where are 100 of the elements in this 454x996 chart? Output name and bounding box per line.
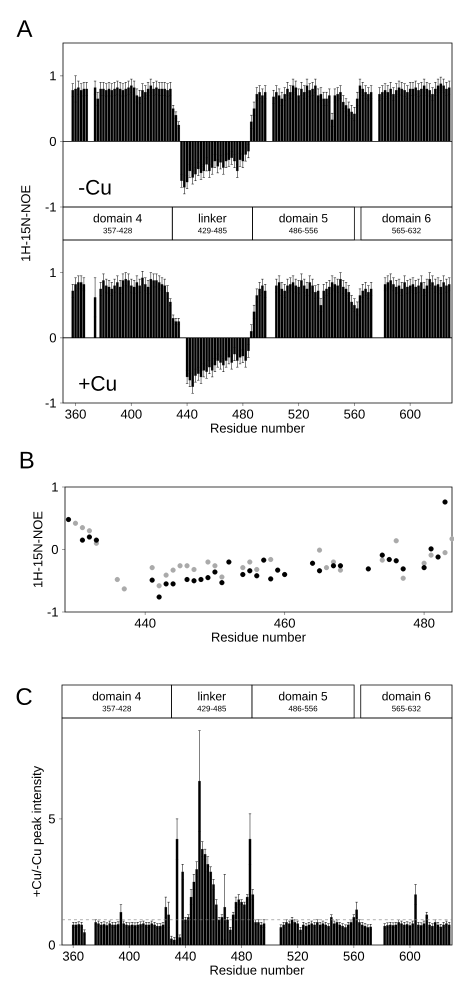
point xyxy=(428,546,434,552)
bar xyxy=(288,923,290,946)
bar xyxy=(130,924,134,946)
text: linker xyxy=(198,214,226,222)
bar xyxy=(148,924,150,946)
bar xyxy=(406,924,408,946)
point xyxy=(184,576,190,582)
x-tick-label: 460 xyxy=(274,618,295,628)
point xyxy=(316,568,322,574)
x-tick-label: 480 xyxy=(232,410,254,419)
x-tick-label: 600 xyxy=(400,410,420,419)
point xyxy=(66,516,72,522)
x-tick-label: 480 xyxy=(414,618,434,628)
point xyxy=(156,583,162,588)
point xyxy=(150,578,155,583)
point xyxy=(268,556,274,562)
bar xyxy=(386,925,389,946)
x-tick-label: 480 xyxy=(231,952,252,961)
y-axis-title: 1H-15N-NOE xyxy=(33,512,42,588)
bar xyxy=(313,924,316,946)
bar xyxy=(341,926,344,946)
bar xyxy=(153,924,156,946)
bar xyxy=(285,922,288,946)
x-tick-label: 560 xyxy=(344,410,365,419)
y-axis-title: 1H-15N-NOE xyxy=(21,185,30,261)
bar xyxy=(442,924,445,946)
point xyxy=(400,576,406,581)
point xyxy=(170,568,176,573)
point xyxy=(240,572,246,578)
point xyxy=(122,586,127,592)
x-axis-title: Residue number xyxy=(211,423,305,433)
point xyxy=(212,569,218,575)
bar xyxy=(346,924,350,946)
bar xyxy=(394,924,398,946)
bar xyxy=(156,926,159,946)
bar xyxy=(308,924,310,946)
y-tick-label: -1 xyxy=(46,398,56,408)
point xyxy=(164,581,169,586)
point xyxy=(72,520,78,526)
bar xyxy=(158,926,162,946)
bar xyxy=(355,910,358,946)
chart-title: B xyxy=(20,452,34,468)
bar xyxy=(290,920,294,946)
point xyxy=(114,576,120,582)
text: domain 4 xyxy=(92,692,142,700)
bar xyxy=(408,925,412,946)
bar xyxy=(302,924,305,946)
point xyxy=(366,566,371,572)
point xyxy=(449,536,454,542)
text: linker xyxy=(198,692,226,700)
point xyxy=(177,563,183,568)
bar xyxy=(420,925,422,946)
annotation: -Cu xyxy=(79,180,111,195)
point xyxy=(380,552,385,558)
bar xyxy=(431,926,434,946)
point xyxy=(435,554,441,560)
point xyxy=(442,499,448,505)
bar xyxy=(324,924,327,946)
y-tick-label: 0 xyxy=(50,136,56,146)
bar xyxy=(111,924,114,946)
x-tick-label: 400 xyxy=(118,952,140,961)
point xyxy=(316,548,322,553)
chart-title: A xyxy=(16,20,32,37)
bar xyxy=(102,924,106,946)
bar xyxy=(282,924,285,946)
point xyxy=(80,538,86,543)
point xyxy=(422,560,427,566)
bar xyxy=(97,923,100,946)
bar xyxy=(74,924,78,946)
bar xyxy=(136,924,139,946)
point xyxy=(400,566,406,572)
bar xyxy=(294,922,296,946)
bar xyxy=(436,924,440,946)
bar xyxy=(440,926,442,946)
bar xyxy=(403,924,406,946)
text: domain 5 xyxy=(279,214,328,222)
bar xyxy=(257,922,260,946)
bar xyxy=(322,923,324,946)
point xyxy=(254,573,260,578)
point xyxy=(394,538,399,544)
y-tick-label: 0 xyxy=(50,333,56,342)
y-axis-title: +Cu/-Cu peak intensity xyxy=(32,766,44,897)
point xyxy=(205,575,211,580)
point xyxy=(219,574,224,580)
bar xyxy=(78,924,80,946)
x-tick-label: 440 xyxy=(134,618,156,628)
point xyxy=(282,572,288,578)
point xyxy=(219,580,224,586)
bar xyxy=(316,922,319,946)
bar xyxy=(248,838,252,946)
x-tick-label: 440 xyxy=(174,952,196,961)
point xyxy=(247,559,252,565)
y-tick-label: 0 xyxy=(48,940,55,950)
x-tick-label: 520 xyxy=(287,952,308,961)
chart-title: C xyxy=(16,688,32,706)
bar xyxy=(338,924,341,946)
bar xyxy=(392,925,394,946)
text: domain 5 xyxy=(278,692,328,700)
point xyxy=(275,568,280,573)
x-axis-title: Residue number xyxy=(210,965,304,975)
